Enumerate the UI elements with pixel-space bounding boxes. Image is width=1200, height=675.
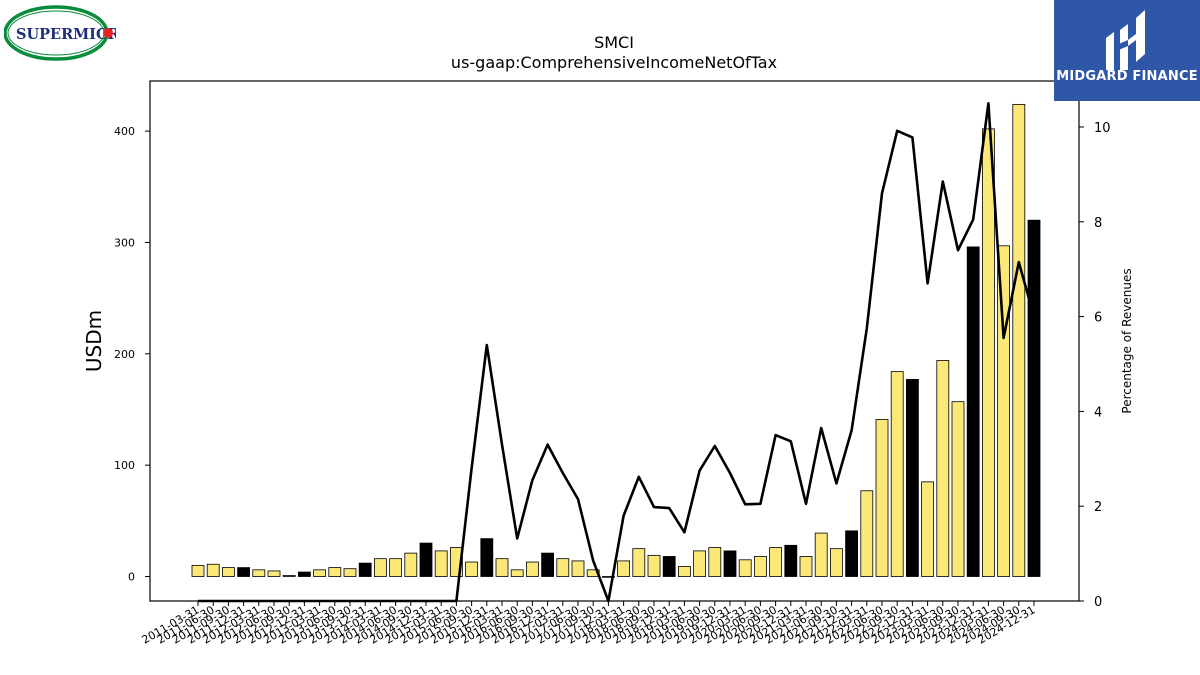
bar-2014-12-31	[419, 542, 433, 577]
y-tick-label: 100	[114, 459, 135, 472]
chart-title: SMCI	[594, 33, 634, 52]
bar-2011-12-31	[237, 567, 251, 577]
bar-2016-09-30	[526, 561, 539, 577]
bar-2016-06-30	[510, 569, 524, 577]
bar-2018-03-31	[617, 560, 630, 577]
bar-2019-06-30	[693, 550, 706, 577]
bar-2015-03-31	[434, 550, 448, 577]
supermicro-wordmark: SUPERMICR	[16, 26, 116, 43]
bar-2022-03-31	[860, 490, 874, 577]
bar-2024-09-30	[1012, 103, 1026, 577]
bar-2024-03-31	[982, 128, 995, 577]
y2-tick-label: 4	[1094, 405, 1102, 420]
left-axis-ticks: 0 100 200 300 400	[114, 125, 150, 584]
bar-2020-03-31	[738, 559, 752, 577]
bar-2012-03-31	[252, 569, 266, 577]
chart-subtitle: us-gaap:ComprehensiveIncomeNetOfTax	[451, 53, 777, 72]
bar-2018-06-30	[632, 548, 646, 577]
midgard-emblem-icon	[1106, 10, 1145, 70]
bar-2013-06-30	[328, 567, 342, 577]
bar-2011-09-30	[221, 567, 235, 577]
bar-2015-09-30	[465, 561, 479, 577]
bar-2024-12-31	[1027, 219, 1041, 577]
bar-2024-06-30	[997, 245, 1010, 577]
bar-2014-06-30	[389, 558, 403, 577]
bar-2012-06-30	[267, 570, 281, 577]
supermicro-logo: SUPERMICR	[3, 5, 120, 61]
y2-tick-label: 2	[1094, 500, 1102, 515]
bar-2019-12-31	[723, 550, 737, 577]
bar-2013-09-30	[343, 568, 357, 577]
bar-2023-06-30	[936, 360, 950, 577]
y2-tick-label: 6	[1094, 311, 1102, 326]
plot-frame	[149, 80, 1080, 602]
bar-2016-03-31	[495, 558, 509, 577]
bar-2011-06-30	[206, 563, 220, 577]
y-axis-label: USDm	[82, 310, 106, 372]
bar-2012-12-31	[297, 571, 311, 577]
bar-series	[191, 103, 1041, 578]
bar-2021-03-31	[799, 556, 813, 577]
bar-2020-06-30	[754, 556, 767, 577]
bar-2013-03-31	[313, 569, 327, 577]
y2-axis-label: Percentage of Revenues	[1120, 268, 1134, 413]
y-tick-label: 400	[114, 125, 135, 138]
bar-2021-12-31	[845, 530, 858, 577]
bar-2019-09-30	[708, 547, 722, 577]
bar-2021-09-30	[830, 548, 843, 577]
y-tick-label: 0	[128, 571, 135, 584]
bar-2016-12-31	[541, 552, 554, 577]
bar-2018-12-31	[662, 556, 676, 577]
bar-2021-06-30	[814, 532, 828, 577]
bar-2023-03-31	[921, 481, 934, 577]
bar-2017-03-31	[556, 558, 570, 577]
midgard-wordmark: MIDGARD FINANCE	[1056, 69, 1198, 84]
bar-2018-09-30	[647, 554, 661, 577]
midgard-finance-logo: MIDGARD FINANCE	[1054, 0, 1200, 101]
y2-tick-label: 10	[1094, 121, 1111, 136]
x-axis-ticks: 2011-03-312011-06-302011-09-302011-12-31…	[140, 601, 1038, 647]
bar-2014-09-30	[404, 552, 418, 577]
bar-2012-09-30	[282, 574, 296, 577]
bar-2013-12-31	[358, 562, 372, 577]
bar-2022-09-30	[890, 371, 904, 577]
bar-2017-12-31	[602, 576, 615, 578]
bar-2014-03-31	[373, 558, 387, 577]
bar-2022-12-31	[906, 379, 919, 577]
bar-2020-12-31	[784, 544, 798, 577]
bar-2017-06-30	[571, 560, 585, 577]
bar-2023-12-31	[966, 246, 980, 577]
y2-tick-label: 8	[1094, 216, 1102, 231]
y-tick-label: 200	[114, 348, 135, 361]
right-axis-ticks: 0 2 4 6 8 10	[1079, 121, 1111, 610]
y2-tick-label: 0	[1094, 595, 1102, 610]
y-tick-label: 300	[114, 236, 135, 249]
bar-2023-09-30	[951, 401, 965, 577]
bar-2022-06-30	[875, 419, 889, 577]
bar-2019-03-31	[678, 566, 691, 577]
bar-2020-09-30	[769, 547, 782, 577]
bar-2011-03-31	[191, 564, 205, 577]
bar-2015-12-31	[480, 538, 494, 577]
